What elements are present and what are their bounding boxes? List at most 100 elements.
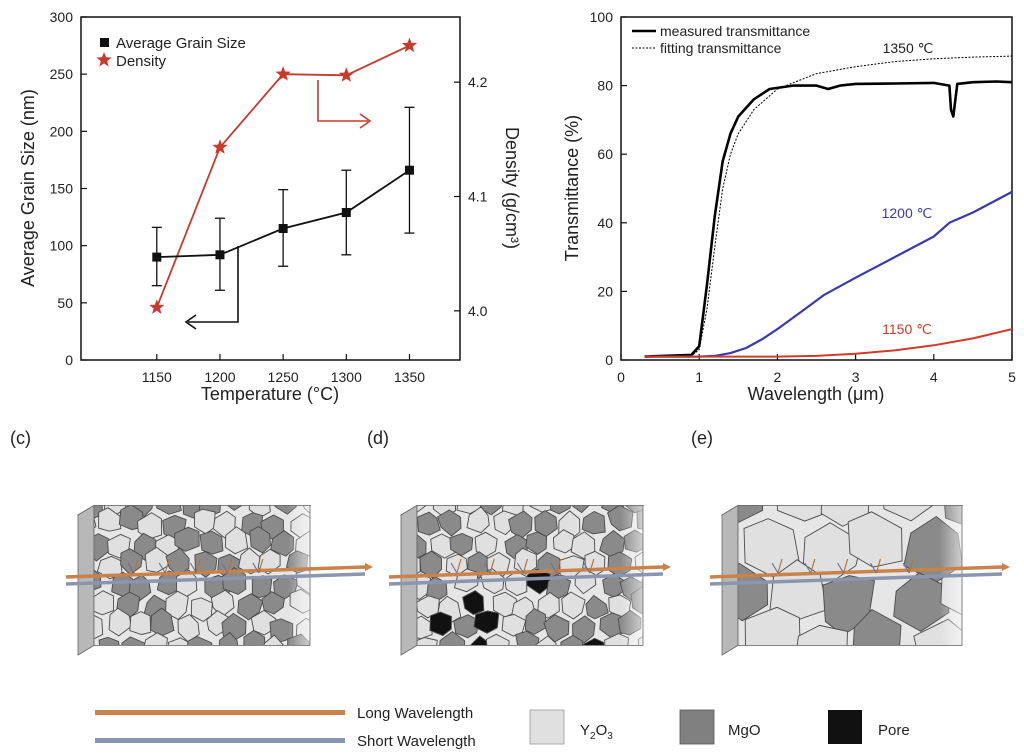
y-tick-label: 0 — [65, 352, 73, 368]
x-tick-label: 0 — [617, 369, 625, 385]
y2o3-grain — [415, 471, 438, 498]
bottom-legend: Long Wavelength Short Wavelength Y2O3 Mg… — [95, 705, 910, 750]
short-wavelength-swatch — [95, 738, 345, 743]
legend-density-label: Density — [116, 53, 167, 70]
y2o3-swatch — [529, 709, 565, 745]
y2o3-grain — [971, 615, 1024, 671]
grain-density-chart: 1150 1200 1250 1300 1350 0 50 100 150 200 250 300 4.… — [18, 9, 522, 404]
panel-label-d: (d) — [367, 428, 389, 448]
scatter-arrow — [483, 562, 491, 574]
y2o3-grain — [236, 466, 258, 492]
y2o3-grain — [107, 656, 130, 680]
y2o3-grain — [175, 659, 197, 682]
scatter-arrow — [810, 558, 816, 574]
x-tick-label: 5 — [1008, 369, 1016, 385]
scatter-arrow — [252, 562, 260, 574]
y2o3-grain — [645, 471, 700, 530]
scatter-arrow — [158, 562, 166, 574]
y-tick-label: 200 — [50, 123, 74, 139]
y2o3-grain — [590, 468, 614, 496]
scatter-arrow — [195, 558, 201, 574]
short-wavelength-label: Short Wavelength — [357, 733, 476, 750]
scatter-arrow — [522, 558, 528, 574]
density-point — [149, 299, 165, 314]
grain-point — [404, 165, 414, 175]
block-side-face — [400, 504, 418, 656]
pore-swatch — [828, 710, 862, 744]
mgo-grain — [564, 470, 586, 492]
chart-b-y-label: Transmittance (%) — [562, 115, 582, 261]
series-1350-measured — [644, 80, 1013, 358]
long-wavelength-label: Long Wavelength — [357, 705, 473, 722]
grain-axis-arrow — [188, 246, 239, 323]
mgo-grain — [737, 417, 791, 475]
series-1150 — [644, 328, 1013, 358]
chart-b-x-label: Wavelength (μm) — [748, 384, 885, 404]
mgo-swatch — [679, 709, 715, 745]
mgo-grain — [623, 653, 648, 681]
chart-a-legend: Average Grain Size Density — [96, 35, 246, 70]
short-wavelength-ray — [709, 572, 1003, 586]
density-point — [275, 66, 291, 81]
mgo-grain — [71, 468, 94, 492]
mgo-grain — [144, 469, 165, 494]
scatter-arrow — [450, 562, 458, 574]
y-tick-label: 300 — [50, 9, 74, 25]
y2o3-grain — [311, 509, 334, 536]
mgo-grain — [123, 471, 144, 497]
x-tick-label: 3 — [852, 369, 860, 385]
scatter-arrow — [777, 558, 783, 574]
scatter-arrow — [875, 558, 881, 574]
density-series-line — [155, 44, 410, 308]
legend-grain-label: Average Grain Size — [116, 35, 246, 52]
block-front-face — [383, 468, 667, 683]
mgo-grain — [383, 654, 407, 678]
density-point — [401, 37, 418, 53]
grain-point — [341, 208, 351, 218]
y2o3-grain — [288, 472, 311, 497]
y-tick-label: 50 — [57, 295, 73, 311]
curve-label-1200: 1200 ℃ — [882, 205, 933, 221]
x-tick-label: 1150 — [142, 369, 172, 385]
pore — [444, 468, 470, 494]
y2o3-grain — [212, 472, 235, 498]
y-tick-label: 150 — [50, 181, 74, 197]
chart-a-x-label: Temperature (°C) — [201, 384, 339, 404]
block-side-face — [721, 504, 739, 656]
grain-point — [278, 224, 288, 234]
chart-a-y2-label: Density (g/cm³) — [502, 127, 522, 249]
y-tick-label: 60 — [597, 146, 613, 162]
x-tick-label: 1300 — [331, 369, 362, 385]
series-1350-fit — [644, 55, 1013, 358]
transmittance-chart: 0 1 2 3 4 5 0 20 40 60 80 100 measured transmittanc… — [562, 9, 1016, 404]
y2o3-grain — [645, 487, 667, 512]
microstructure-block-c — [65, 466, 373, 682]
grain-axis-arrow-head — [184, 314, 197, 330]
mgo-grain — [194, 469, 217, 496]
x-tick-label: 2 — [774, 369, 782, 385]
y2o3-grain — [456, 653, 481, 676]
scatter-arrow — [908, 558, 914, 574]
y2o3-grain — [940, 657, 995, 719]
y2o3-grain — [481, 660, 504, 683]
y2-tick-label: 4.1 — [468, 189, 488, 205]
microstructure-block-e — [645, 410, 1024, 719]
scatter-arrow — [133, 558, 139, 574]
mgo-grain — [776, 661, 833, 718]
y2-tick-label: 4.0 — [468, 303, 488, 319]
scatter-arrow — [227, 558, 233, 574]
scatter-arrow — [164, 558, 170, 574]
mgo-grain — [672, 519, 728, 579]
y2o3-grain — [512, 472, 536, 495]
scatter-arrow — [258, 558, 264, 574]
y2o3-grain — [661, 566, 717, 626]
grain-point — [152, 252, 162, 262]
y2o3-grain — [550, 653, 574, 677]
scatter-arrow — [771, 562, 779, 574]
y2o3-grain — [641, 579, 643, 596]
mgo-grain — [913, 410, 967, 467]
scatter-arrow — [583, 562, 591, 574]
mgo-grain — [967, 417, 1022, 478]
y2o3-grain — [265, 470, 286, 497]
